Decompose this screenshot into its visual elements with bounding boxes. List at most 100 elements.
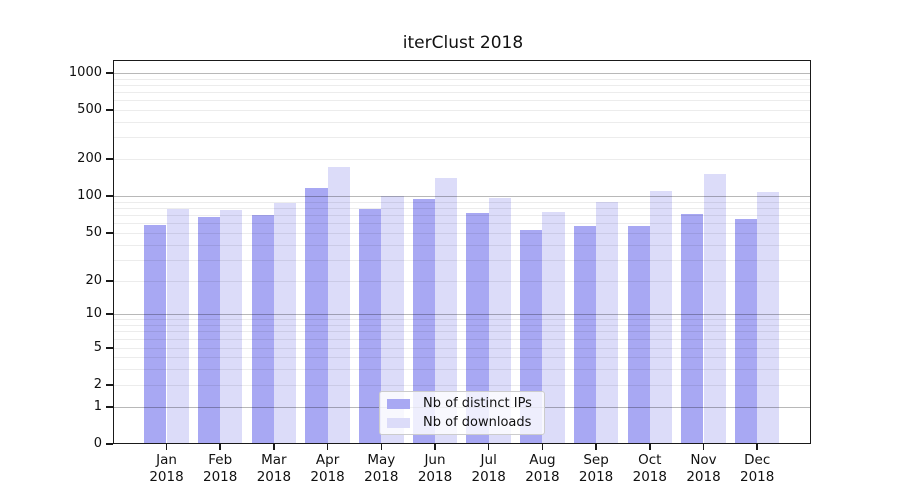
x-tick-year: 2018 [310,469,345,485]
bar-downloads-dec [757,192,780,444]
x-tick-label-may: May 2018 [349,452,413,486]
y-tick-label: 1 [93,399,102,414]
gridline-minor [113,385,811,386]
gridline-minor [113,357,811,358]
legend-item-downloads: Nb of downloads [387,415,537,430]
y-tick-mark [106,72,113,74]
x-tick-year: 2018 [256,469,292,485]
y-tick-label: 1000 [68,65,102,80]
x-tick-mark [326,444,329,450]
bar-distinct-ips-feb [197,216,221,444]
y-tick-mark [106,280,113,282]
y-tick-label: 2 [93,377,102,392]
y-tick-label: 10 [85,306,102,321]
bar-distinct-ips-may [359,208,382,444]
legend-label-distinct-ips: Nb of distinct IPs [423,396,532,411]
bar-downloads-jan [166,209,189,444]
y-tick-mark [106,158,113,160]
bar-downloads-sep [596,201,619,444]
bar-distinct-ips-nov [681,213,704,444]
gridline-minor [113,339,811,341]
x-tick-label-jan: Jan 2018 [135,452,199,486]
x-tick-mark [165,444,168,450]
y-tick-label: 500 [77,102,102,117]
gridline-minor [113,324,811,326]
x-tick-mark [434,444,436,450]
y-tick-label: 200 [77,151,102,166]
chart-title: iterClust 2018 [402,33,524,53]
bar-distinct-ips-jan [144,225,167,444]
x-tick-year: 2018 [417,469,453,485]
x-tick-year: 2018 [149,469,184,485]
x-tick-label-apr: Apr 2018 [296,452,360,486]
x-tick-year: 2018 [364,469,399,485]
bar-distinct-ips-oct [627,226,650,444]
x-tick-mark [273,444,275,450]
y-tick-label: 100 [77,188,102,203]
x-tick-mark [219,444,221,450]
legend-label-downloads: Nb of downloads [423,415,532,430]
gridline-minor [113,368,811,370]
x-tick-year: 2018 [686,469,721,485]
x-tick-mark [702,444,705,450]
x-tick-mark [541,444,544,450]
gridline-major [113,196,811,197]
gridline-minor [113,78,811,80]
bar-distinct-ips-mar [251,215,274,444]
bar-downloads-nov [703,174,726,444]
x-tick-label-feb: Feb 2018 [188,452,252,486]
x-tick-label-oct: Oct 2018 [618,452,682,486]
gridline-minor [113,259,811,261]
bar-distinct-ips-jul [466,212,489,444]
gridline-minor [113,215,811,217]
legend-swatch-distinct-ips [387,398,410,409]
bar-downloads-apr [327,167,350,444]
gridline-major [113,73,811,74]
x-tick-mark [649,444,651,450]
gridline-minor [113,281,811,282]
y-tick-label: 0 [93,436,102,451]
gridline-minor [113,319,811,321]
x-tick-label-jul: Jul 2018 [457,452,521,486]
gridline-minor [113,92,811,94]
legend: Nb of distinct IPs Nb of downloads [379,391,545,435]
gridline-minor [113,331,811,333]
y-tick-mark [106,232,113,234]
bar-downloads-jul [488,198,511,444]
y-tick-mark [106,109,113,111]
bar-downloads-feb [220,209,243,444]
bar-distinct-ips-dec [734,218,758,444]
gridline-minor [113,100,811,102]
gridline-minor [113,159,811,160]
bar-downloads-mar [273,203,297,444]
y-tick-mark [106,347,113,349]
gridline-minor [113,223,811,225]
gridline-minor [113,207,811,209]
x-tick-year: 2018 [525,469,560,485]
x-tick-label-sep: Sep 2018 [564,452,628,486]
legend-swatch-downloads [387,417,410,428]
x-tick-label-nov: Nov 2018 [672,452,736,486]
y-tick-label: 20 [85,273,102,288]
x-tick-year: 2018 [740,469,775,485]
bar-distinct-ips-apr [305,187,328,444]
bar-downloads-jun [435,178,458,444]
y-tick-mark [106,443,113,445]
x-tick-mark [756,444,758,450]
gridline-major [113,314,811,315]
gridline-minor [113,201,811,203]
bar-downloads-aug [542,212,565,444]
x-tick-mark [487,444,490,450]
gridline-minor [113,110,811,111]
y-tick-label: 5 [93,340,102,355]
x-tick-mark [595,444,597,450]
gridline-minor [113,84,811,86]
y-tick-mark [106,406,113,408]
gridline-minor [113,233,811,234]
x-tick-year: 2018 [578,469,614,485]
x-tick-label-aug: Aug 2018 [510,452,574,486]
y-tick-label: 50 [85,225,102,240]
bar-distinct-ips-sep [573,226,597,444]
x-tick-year: 2018 [471,469,506,485]
